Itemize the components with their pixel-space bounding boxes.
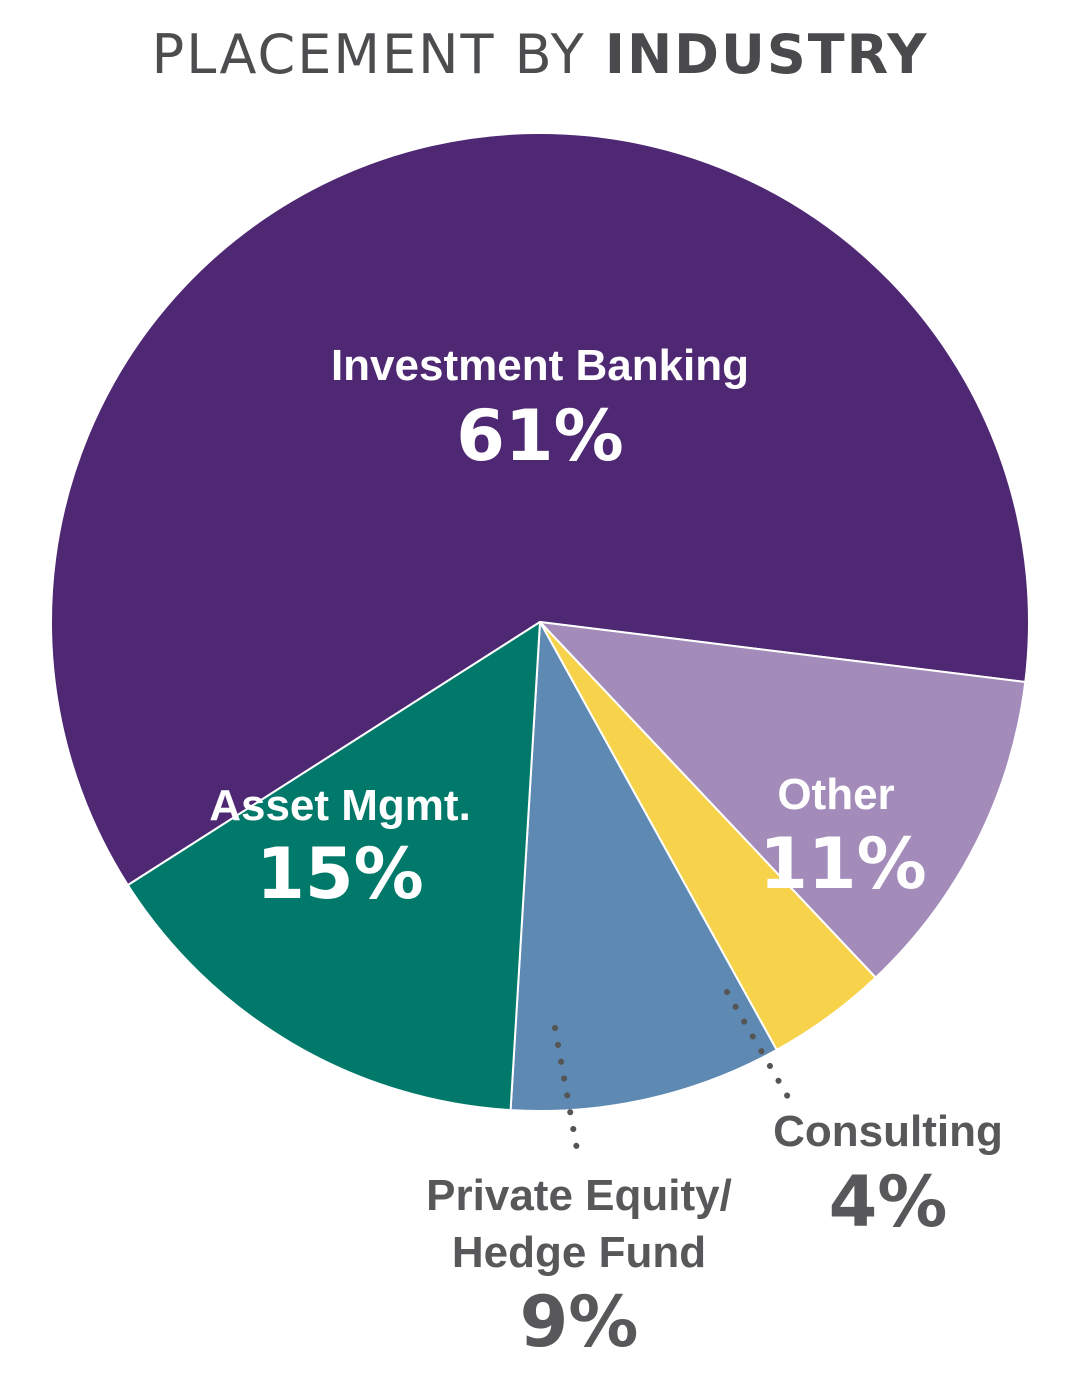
slice-label-other: Other <box>777 770 894 819</box>
slice-value-private-equity-hedge-fund: 9% <box>520 1281 639 1363</box>
slice-label-consulting: Consulting <box>773 1107 1003 1156</box>
slice-value-other: 11% <box>759 823 927 905</box>
slice-label-asset-mgmt: Asset Mgmt. <box>209 781 471 830</box>
chart-title-bold: INDUSTRY <box>604 23 929 86</box>
chart-title: PLACEMENT BY INDUSTRY <box>0 22 1080 88</box>
slice-value-investment-banking: 61% <box>456 395 624 477</box>
pie-slice-asset-mgmt <box>126 621 541 1112</box>
slice-label-private-equity-hedge-fund-line-2: Hedge Fund <box>452 1228 706 1277</box>
slice-label-private-equity-hedge-fund-line-1: Private Equity/ <box>426 1171 732 1220</box>
slice-label-investment-banking: Investment Banking <box>331 341 749 390</box>
pie-slice-other <box>539 621 1027 979</box>
slice-value-consulting: 4% <box>829 1161 948 1243</box>
chart-title-light: PLACEMENT BY <box>151 23 586 86</box>
slice-value-asset-mgmt: 15% <box>256 833 424 915</box>
pie-slice-private-equity-hedge-fund <box>509 621 778 1112</box>
slices-layer <box>50 132 1030 1112</box>
pie-slice-investment-banking <box>50 132 1030 887</box>
